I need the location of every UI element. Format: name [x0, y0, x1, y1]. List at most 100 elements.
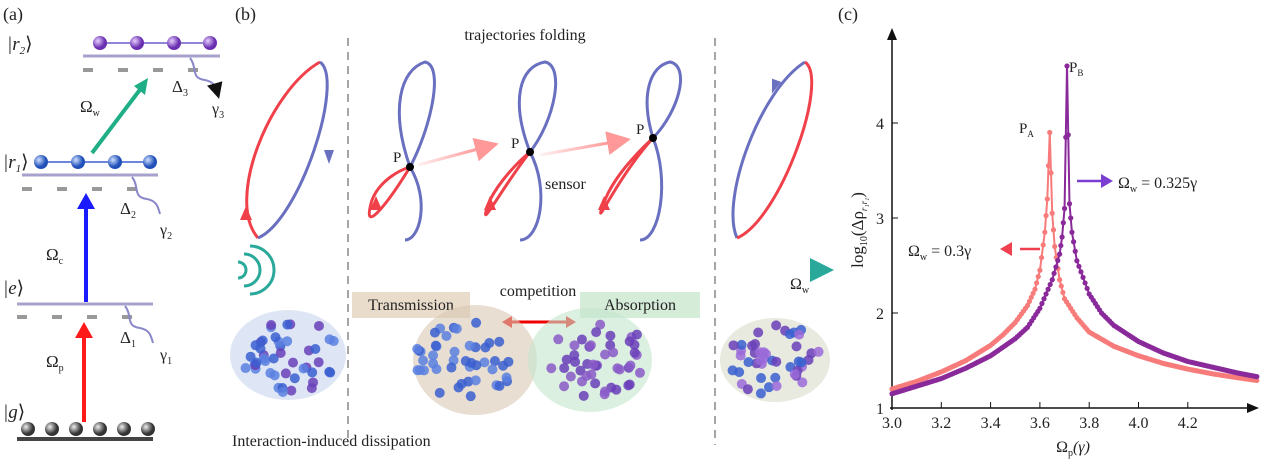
rydberg-atoms-r2	[93, 36, 217, 50]
atom	[257, 335, 268, 346]
series-b	[889, 63, 1260, 397]
rydberg-atoms-r1	[34, 155, 157, 169]
atom	[605, 330, 616, 341]
data-point	[1049, 210, 1055, 216]
data-point	[1024, 302, 1031, 308]
data-point	[1061, 205, 1068, 212]
data-point	[1055, 257, 1061, 264]
atom	[313, 320, 324, 331]
data-point	[1082, 280, 1088, 286]
x-tick-label: 3.8	[1079, 415, 1099, 432]
atom	[456, 378, 467, 389]
atom	[275, 348, 286, 359]
legend-arrowhead-a	[1000, 242, 1012, 256]
peak-label-a: PA	[1019, 121, 1034, 139]
atom	[743, 357, 754, 368]
label-omega-p: Ωp	[46, 352, 64, 374]
data-point	[1042, 229, 1048, 235]
data-point	[1045, 286, 1051, 292]
atom	[614, 364, 625, 375]
atom	[494, 381, 505, 392]
atom	[771, 380, 782, 391]
atom	[429, 327, 440, 338]
atom	[313, 357, 324, 368]
label-delta-1: Δ1	[120, 328, 136, 350]
data-point	[1072, 248, 1078, 254]
atom	[546, 363, 557, 374]
series-line	[891, 65, 1258, 395]
legend-series-a: Ωw = 0.3γ	[908, 243, 971, 263]
atom	[471, 317, 482, 328]
data-point	[1043, 213, 1049, 219]
atom	[446, 362, 457, 373]
y-tick-label: 3	[876, 211, 884, 228]
atom	[629, 347, 640, 358]
data-point	[1065, 132, 1071, 138]
atom	[559, 363, 570, 374]
sensor-label: sensor	[545, 176, 587, 193]
legend-arrowhead-b	[1101, 174, 1113, 188]
data-point	[1041, 296, 1047, 302]
atom	[565, 371, 576, 382]
data-point	[1049, 277, 1055, 283]
data-point	[1039, 300, 1045, 307]
y-tick-label: 4	[876, 116, 884, 133]
data-point	[1058, 242, 1064, 249]
trajectory-figure-eight-1: P	[367, 60, 436, 242]
trajectory-figure-eight-2: P	[484, 60, 558, 242]
atom	[451, 323, 462, 334]
atom	[771, 320, 782, 331]
label-delta-2: Δ2	[120, 199, 136, 221]
decay-arrow-2	[131, 176, 161, 215]
trajectory-loop-right	[731, 60, 814, 240]
atom	[286, 385, 297, 396]
data-point	[1070, 239, 1077, 245]
atom	[240, 363, 251, 374]
x-tick-label: 3.4	[981, 415, 1001, 432]
y-axis-label: log10(Δρr₁r₁)	[848, 192, 870, 268]
atom	[600, 349, 611, 360]
atom	[576, 334, 587, 345]
atom	[728, 340, 739, 351]
atom	[255, 343, 266, 354]
atom	[590, 378, 601, 389]
atom	[750, 338, 761, 349]
atom	[289, 373, 300, 384]
atom	[793, 356, 804, 367]
data-point	[1053, 264, 1059, 270]
state-label-r1: |r1⟩	[3, 152, 29, 175]
atom	[498, 360, 509, 371]
atom	[599, 386, 610, 397]
x-tick-label: 3.0	[882, 415, 902, 432]
transmission-label: Transmission	[368, 297, 454, 314]
atom	[569, 350, 580, 361]
atom	[270, 332, 281, 343]
point-label-2: P	[511, 136, 519, 152]
atom-cloud-left	[230, 310, 346, 400]
absorption-label: Absorption	[604, 297, 676, 314]
decay-arrow-1	[124, 305, 154, 344]
data-point	[1051, 270, 1057, 276]
trajectory-loop-left	[240, 60, 334, 240]
atom	[324, 334, 335, 345]
atom	[449, 346, 460, 357]
data-point	[1043, 291, 1049, 297]
arrow-omega-w-head	[134, 78, 148, 95]
data-point	[1035, 273, 1041, 280]
omega-w-axis-label: Ωw	[790, 276, 810, 296]
data-point	[1048, 170, 1054, 176]
state-label-g: |g⟩	[3, 402, 25, 423]
atom	[789, 369, 800, 380]
atom	[412, 365, 423, 376]
panel-c: (c) 3.0 3.2 3.4 3.6 3.8 4.0 4.2 1 2 3 4 Ωp(γ) log1…	[838, 4, 1260, 459]
atom	[585, 340, 596, 351]
atom	[282, 336, 293, 347]
x-tick-label: 4.0	[1129, 415, 1149, 432]
data-point	[1044, 196, 1050, 202]
atom	[813, 346, 824, 357]
data-point	[1040, 242, 1046, 248]
atom	[268, 353, 279, 364]
atom	[559, 381, 570, 392]
atom	[325, 367, 336, 378]
atom	[608, 347, 619, 358]
